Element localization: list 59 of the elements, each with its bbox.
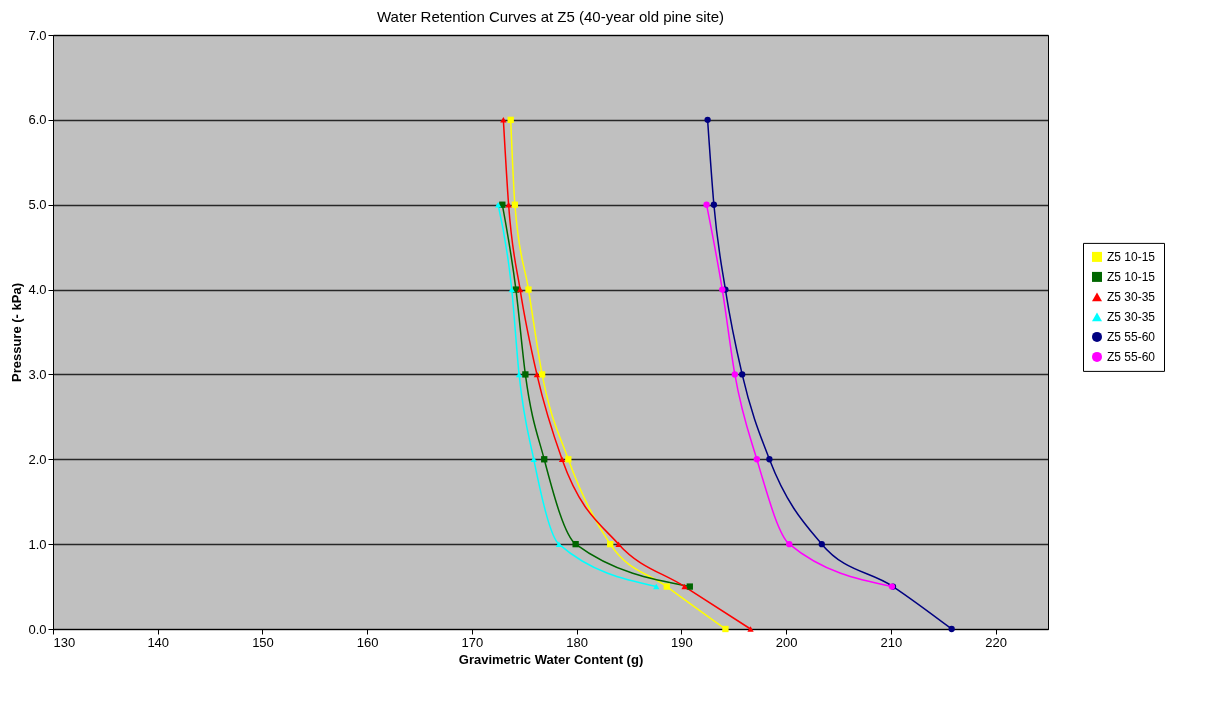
legend-label: Z5 30-35 xyxy=(1107,289,1156,304)
point xyxy=(522,371,529,378)
point xyxy=(704,116,711,124)
x-axis-title: Gravimetric Water Content (g) xyxy=(458,651,644,667)
point xyxy=(722,625,729,633)
legend-label: Z5 30-35 xyxy=(1107,309,1156,324)
x-tick-label: 220 xyxy=(985,634,1007,650)
point xyxy=(572,540,579,548)
point xyxy=(710,201,718,208)
point xyxy=(948,625,955,633)
point xyxy=(786,540,793,548)
x-tick-label: 180 xyxy=(566,634,589,650)
point xyxy=(555,541,563,547)
y-tick-label: 6.0 xyxy=(28,112,47,128)
y-tick-label: 1.0 xyxy=(28,536,47,552)
point xyxy=(615,541,622,547)
point xyxy=(507,116,514,124)
point xyxy=(747,626,754,632)
point xyxy=(753,456,760,463)
y-tick-label: 2.0 xyxy=(28,451,47,467)
point xyxy=(739,371,746,378)
point xyxy=(818,540,825,548)
point xyxy=(530,456,537,463)
point xyxy=(607,540,614,548)
y-tick-label: 7.0 xyxy=(28,27,47,43)
legend-label: Z5 55-60 xyxy=(1107,349,1156,364)
legend-label: Z5 10-15 xyxy=(1107,269,1156,284)
x-tick-label: 130 xyxy=(53,634,76,650)
x-tick-label: 160 xyxy=(356,634,379,650)
point xyxy=(525,286,532,293)
x-tick-label: 200 xyxy=(775,634,798,650)
point xyxy=(565,456,572,463)
point xyxy=(681,583,688,590)
x-tick-label: 170 xyxy=(461,634,484,650)
point xyxy=(516,286,524,293)
point xyxy=(731,371,738,378)
point xyxy=(500,117,507,123)
y-tick-label: 3.0 xyxy=(28,366,47,382)
legend-label: Z5 10-15 xyxy=(1107,249,1156,264)
point xyxy=(541,456,548,463)
x-tick-label: 210 xyxy=(880,634,903,650)
y-tick-label: 5.0 xyxy=(28,197,47,213)
x-tick-label: 150 xyxy=(252,634,274,650)
point xyxy=(511,201,519,208)
point xyxy=(558,456,566,463)
point xyxy=(515,371,523,378)
point xyxy=(703,201,710,208)
x-tick-label: 140 xyxy=(147,634,170,650)
x-tick-label: 190 xyxy=(671,634,693,650)
point xyxy=(766,456,773,463)
point xyxy=(686,583,693,590)
point xyxy=(538,371,546,378)
point xyxy=(533,371,541,378)
y-axis-title: Pressure (- kPa) xyxy=(9,283,25,382)
y-tick-label: 0.0 xyxy=(28,621,47,637)
point xyxy=(663,583,670,590)
y-tick-label: 4.0 xyxy=(28,282,47,298)
legend-label: Z5 55-60 xyxy=(1107,329,1156,344)
chart-title: Water Retention Curves at Z5 (40-year old pine site) xyxy=(376,8,725,25)
